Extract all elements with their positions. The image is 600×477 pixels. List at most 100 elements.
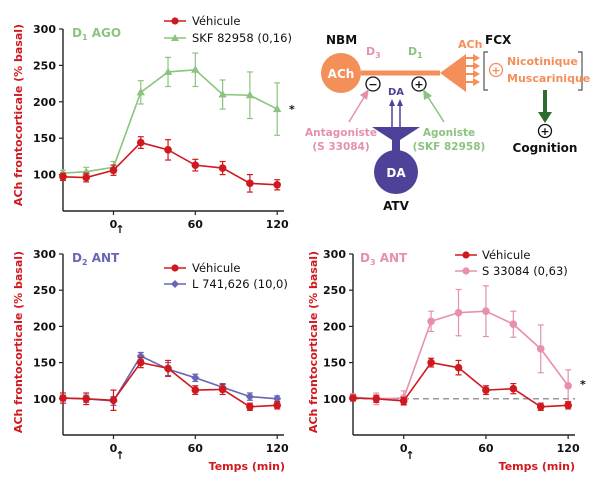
data-point — [218, 164, 227, 172]
data-point — [246, 402, 254, 411]
plus-sign: + — [414, 78, 423, 91]
release-arrows — [462, 54, 480, 86]
data-point — [136, 87, 145, 96]
x-axis-label-left: Temps (min) — [209, 460, 285, 473]
data-point — [564, 381, 572, 390]
panel-title: D3 ANT — [360, 251, 408, 267]
ach-neuron-node — [321, 53, 361, 93]
d3-receptor-label: D3 — [366, 45, 381, 60]
data-point — [82, 173, 90, 182]
legend-label-l741: L 741,626 (10,0) — [192, 277, 288, 291]
data-point — [399, 397, 408, 405]
data-point — [349, 394, 357, 402]
series-line-1 — [352, 310, 569, 400]
x-tick-label: 60 — [188, 218, 204, 231]
data-point — [59, 172, 67, 181]
legend-marker-skf — [171, 34, 179, 41]
data-point — [109, 166, 118, 175]
data-point — [273, 180, 281, 189]
data-point — [509, 320, 518, 329]
y-tick-label: 200 — [33, 96, 56, 109]
y-tick-label: 250 — [323, 284, 346, 297]
legend-marker-s33084 — [462, 267, 470, 275]
data-point — [218, 90, 227, 98]
legend-label-vehicle: Véhicule — [192, 14, 240, 28]
da-node-label: DA — [386, 166, 406, 180]
legend-marker-vehicle — [462, 251, 470, 259]
d1-receptor-label: D1 — [408, 45, 423, 60]
series-line-1 — [62, 68, 278, 174]
data-point — [536, 402, 545, 411]
mechanism-diagram: NBM ACh ACh D3 D1 − + FCX — [305, 33, 590, 213]
legend-label-vehicle: Véhicule — [192, 261, 240, 275]
data-point — [564, 401, 572, 410]
fcx-bracket — [483, 51, 488, 91]
y-tick-label: 250 — [33, 59, 56, 72]
x-axis-label: Temps (min) — [499, 460, 575, 473]
data-point — [245, 392, 254, 402]
y-tick-label: 100 — [323, 393, 346, 406]
significance-marker: * — [289, 103, 295, 116]
y-tick-label: 150 — [323, 357, 346, 370]
data-point — [191, 161, 200, 169]
ach-release-label: ACh — [458, 38, 482, 51]
y-tick-label: 300 — [33, 23, 56, 36]
data-point — [427, 317, 435, 326]
da-axon-terminal — [372, 127, 420, 155]
legend-marker-l741 — [171, 280, 179, 288]
data-point — [509, 384, 518, 393]
muscarinic-label: Muscarinique — [507, 72, 590, 85]
antagonist-label: Antagoniste — [305, 127, 377, 139]
injection-arrow: ↑ — [115, 449, 124, 462]
cognition-plus-icon — [537, 123, 553, 139]
receptor-bracket — [578, 51, 583, 91]
legend-label-skf: SKF 82958 (0,16) — [192, 31, 292, 45]
legend-label-s33084: S 33084 (0,63) — [482, 264, 568, 278]
da-neuron-node — [374, 150, 418, 194]
atv-label: ATV — [383, 199, 410, 213]
antagonist-drug: (S 33084) — [312, 141, 369, 153]
y-tick-label: 300 — [33, 248, 56, 261]
significance-marker: * — [580, 378, 586, 391]
data-point — [164, 146, 172, 154]
cognition-plus-sign: + — [540, 125, 549, 138]
data-point — [482, 307, 490, 315]
x-tick-label: 60 — [478, 442, 494, 455]
x-tick-label: 0 — [400, 442, 408, 455]
x-tick-label: 60 — [188, 442, 204, 455]
data-point — [163, 67, 173, 75]
data-point — [273, 394, 282, 404]
chart-d3-antagonist: ACh frontocorticale (% basal) D3 ANT Véh… — [307, 248, 586, 473]
data-point — [246, 179, 254, 188]
legend-marker-vehicle — [171, 264, 179, 272]
data-point — [82, 395, 90, 403]
antagonist-arrow — [348, 93, 367, 123]
injection-arrow: ↑ — [115, 223, 124, 236]
agonist-drug: (SKF 82958) — [413, 141, 486, 153]
y-axis-label: ACh frontocorticale (% basal) — [12, 251, 25, 433]
legend-marker-vehicle — [171, 17, 179, 25]
da-release-label: DA — [388, 87, 404, 98]
legend: Véhicule S 33084 (0,63) — [455, 248, 568, 278]
receptor-plus-icon — [488, 62, 504, 78]
agonist-label: Agoniste — [423, 127, 475, 139]
data-point — [191, 386, 200, 394]
data-point — [272, 104, 282, 113]
data-point — [454, 363, 463, 372]
d3-inhibition-icon — [365, 76, 381, 92]
chart-d2-antagonist: ACh frontocorticale (% basal) D2 ANT Véh… — [12, 248, 289, 462]
legend-label-vehicle: Véhicule — [482, 248, 530, 262]
y-axis-label: ACh frontocorticale (% basal) — [307, 251, 320, 433]
receptor-plus-sign: + — [491, 64, 500, 77]
y-tick-label: 200 — [323, 320, 346, 333]
x-tick-label: 120 — [266, 442, 289, 455]
data-point — [273, 401, 281, 410]
y-tick-label: 100 — [33, 169, 56, 182]
ach-node-label: ACh — [328, 67, 355, 81]
data-point — [536, 345, 545, 353]
y-tick-label: 200 — [33, 320, 56, 333]
legend: Véhicule SKF 82958 (0,16) — [164, 14, 292, 45]
y-tick-label: 250 — [33, 284, 56, 297]
